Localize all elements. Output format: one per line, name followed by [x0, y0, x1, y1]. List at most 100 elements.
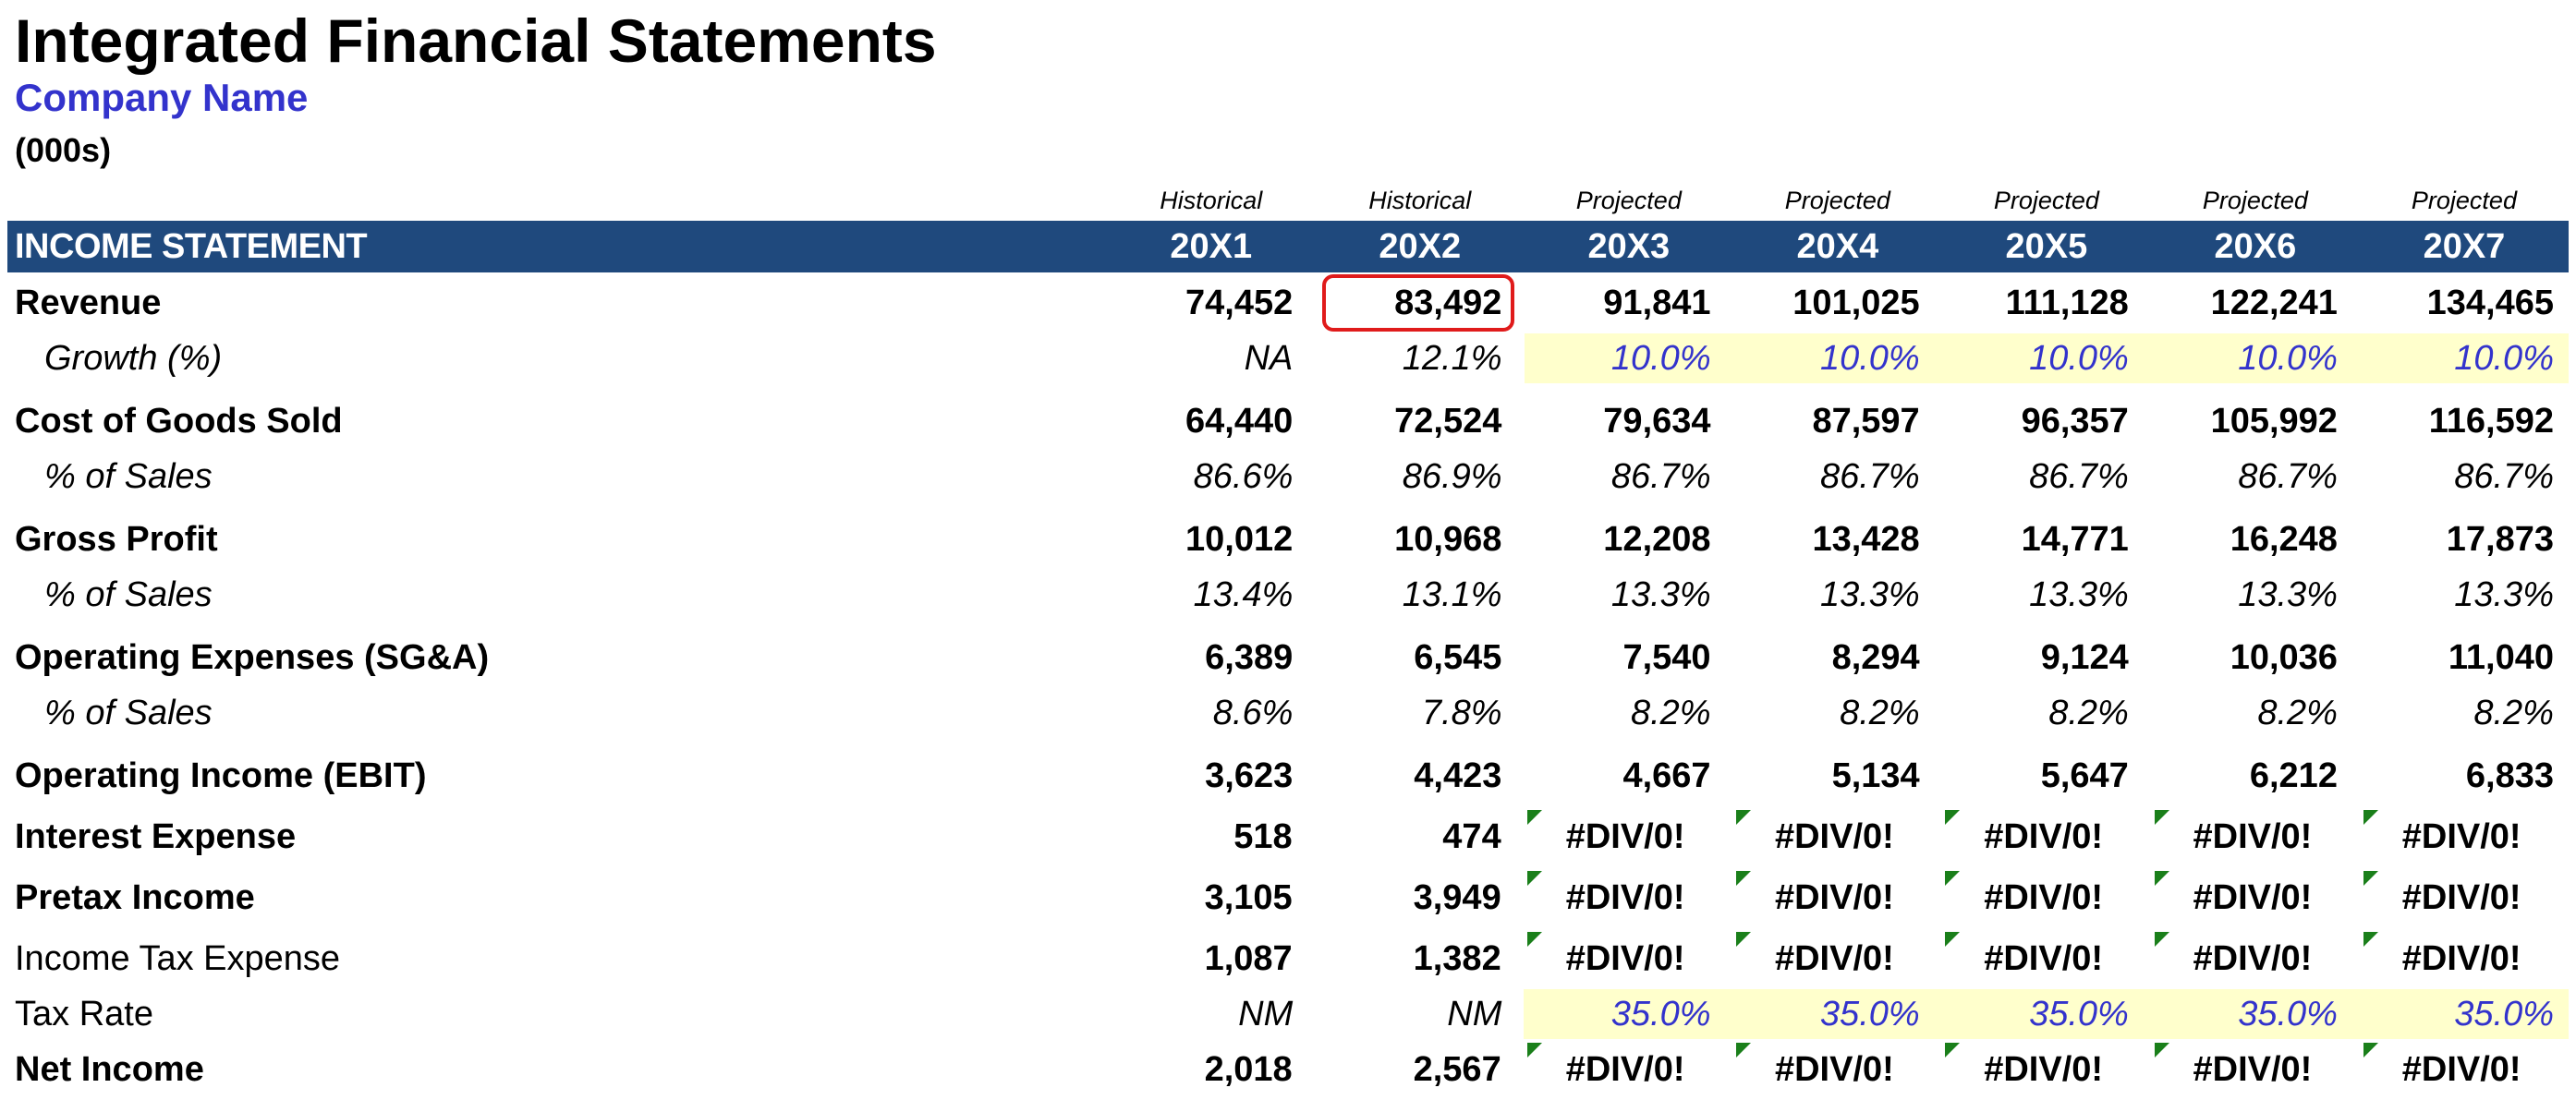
value-cell[interactable]: 4,423: [1414, 755, 1502, 795]
row-label[interactable]: Operating Expenses (SG&A): [15, 637, 490, 677]
year-header[interactable]: 20X5: [2005, 226, 2088, 266]
value-cell[interactable]: 105,992: [2210, 401, 2338, 441]
section-label[interactable]: INCOME STATEMENT: [15, 226, 368, 266]
value-cell[interactable]: 86.7%: [1819, 456, 1920, 496]
input-cell[interactable]: 10.0%: [2359, 333, 2569, 383]
value-cell[interactable]: 72,524: [1394, 401, 1502, 441]
value-cell[interactable]: 8.2%: [1840, 693, 1920, 732]
value-cell[interactable]: 11,040: [2448, 637, 2555, 677]
row-label[interactable]: Pretax Income: [15, 877, 255, 917]
value-cell[interactable]: 1,087: [1204, 938, 1293, 978]
period-type-cell[interactable]: Projected: [1993, 186, 2099, 214]
value-cell[interactable]: 13.3%: [1819, 574, 1920, 614]
value-cell[interactable]: 122,241: [2210, 283, 2338, 322]
input-cell[interactable]: 35.0%: [1941, 989, 2151, 1039]
period-type-cell[interactable]: Historical: [1160, 186, 1263, 214]
period-type-cell[interactable]: Projected: [2202, 186, 2308, 214]
value-cell[interactable]: 10,968: [1394, 519, 1502, 559]
value-cell[interactable]: 10,036: [2230, 637, 2338, 677]
row-label[interactable]: Net Income: [15, 1049, 204, 1089]
value-cell[interactable]: 91,841: [1603, 283, 1711, 322]
error-cell[interactable]: #DIV/0!: [1941, 928, 2150, 989]
error-cell[interactable]: #DIV/0!: [1732, 928, 1941, 989]
error-cell[interactable]: #DIV/0!: [2151, 928, 2360, 989]
value-cell[interactable]: NM: [1238, 994, 1294, 1033]
value-cell[interactable]: 1,382: [1413, 938, 1501, 978]
value-cell[interactable]: 86.7%: [1610, 456, 1711, 496]
value-cell[interactable]: 6,833: [2465, 755, 2555, 795]
value-cell[interactable]: 16,248: [2230, 519, 2338, 559]
year-header[interactable]: 20X7: [2423, 226, 2506, 266]
error-cell[interactable]: #DIV/0!: [2360, 806, 2569, 867]
value-cell[interactable]: 5,134: [1831, 755, 1920, 795]
value-cell[interactable]: 64,440: [1185, 401, 1294, 441]
error-cell[interactable]: #DIV/0!: [2151, 867, 2360, 928]
value-cell[interactable]: 8.2%: [1630, 693, 1711, 732]
value-cell[interactable]: 12.1%: [1402, 338, 1502, 378]
input-cell[interactable]: 35.0%: [2359, 989, 2570, 1039]
value-cell[interactable]: 474: [1442, 816, 1501, 856]
value-cell[interactable]: 10,012: [1185, 519, 1294, 559]
value-cell[interactable]: 17,873: [2446, 519, 2555, 559]
error-cell[interactable]: #DIV/0!: [1524, 806, 1732, 867]
value-cell[interactable]: 6,545: [1414, 637, 1502, 677]
year-header[interactable]: 20X1: [1170, 226, 1253, 266]
error-cell[interactable]: #DIV/0!: [1941, 1039, 2150, 1100]
value-cell[interactable]: 2,567: [1413, 1049, 1501, 1089]
value-cell[interactable]: 111,128: [2005, 283, 2129, 322]
value-cell[interactable]: 86.7%: [2454, 456, 2554, 496]
value-cell[interactable]: 7,540: [1622, 637, 1711, 677]
error-cell[interactable]: #DIV/0!: [2360, 867, 2569, 928]
input-cell[interactable]: 10.0%: [1941, 333, 2151, 383]
value-cell[interactable]: 79,634: [1603, 401, 1711, 441]
error-cell[interactable]: #DIV/0!: [1732, 867, 1941, 928]
value-cell[interactable]: 13.3%: [2238, 574, 2338, 614]
value-cell[interactable]: 134,465: [2426, 283, 2555, 322]
value-cell[interactable]: 13.3%: [1610, 574, 1711, 614]
period-type-cell[interactable]: Projected: [1784, 186, 1890, 214]
value-cell[interactable]: 87,597: [1812, 401, 1920, 441]
value-cell[interactable]: 4,667: [1622, 755, 1711, 795]
value-cell[interactable]: 8.2%: [2257, 693, 2338, 732]
value-cell[interactable]: 96,357: [2021, 401, 2129, 441]
error-cell[interactable]: #DIV/0!: [2360, 1039, 2569, 1100]
value-cell[interactable]: 14,771: [2021, 519, 2129, 559]
value-cell[interactable]: 2,018: [1204, 1049, 1293, 1089]
row-label[interactable]: Tax Rate: [15, 994, 153, 1033]
value-cell[interactable]: 6,389: [1205, 637, 1294, 677]
value-cell[interactable]: 8,294: [1831, 637, 1920, 677]
row-label[interactable]: Growth (%): [44, 338, 223, 378]
input-cell[interactable]: 35.0%: [1732, 989, 1942, 1039]
error-cell[interactable]: #DIV/0!: [2151, 1039, 2360, 1100]
input-cell[interactable]: 10.0%: [1524, 333, 1733, 383]
company-name[interactable]: Company Name: [15, 76, 309, 119]
year-header[interactable]: 20X2: [1379, 226, 1462, 266]
row-label[interactable]: % of Sales: [44, 456, 213, 496]
value-cell[interactable]: 74,452: [1185, 283, 1294, 322]
value-cell[interactable]: NM: [1447, 994, 1502, 1033]
row-label[interactable]: Gross Profit: [15, 519, 218, 559]
value-cell[interactable]: 6,212: [2249, 755, 2338, 795]
value-cell[interactable]: 13.1%: [1402, 574, 1502, 614]
error-cell[interactable]: #DIV/0!: [1524, 1039, 1732, 1100]
year-header[interactable]: 20X6: [2214, 226, 2297, 266]
error-cell[interactable]: #DIV/0!: [1524, 928, 1732, 989]
value-cell[interactable]: 116,592: [2428, 401, 2555, 441]
error-cell[interactable]: #DIV/0!: [2151, 806, 2360, 867]
year-header[interactable]: 20X3: [1587, 226, 1671, 266]
value-cell[interactable]: 101,025: [1792, 283, 1920, 322]
row-label[interactable]: % of Sales: [44, 574, 213, 614]
value-cell[interactable]: 518: [1233, 816, 1293, 856]
period-type-cell[interactable]: Projected: [1575, 186, 1682, 214]
error-cell[interactable]: #DIV/0!: [1524, 867, 1732, 928]
error-cell[interactable]: #DIV/0!: [2360, 928, 2569, 989]
value-cell[interactable]: 9,124: [2040, 637, 2129, 677]
value-cell[interactable]: 13,428: [1812, 519, 1920, 559]
row-label[interactable]: Revenue: [15, 283, 162, 322]
input-cell[interactable]: 10.0%: [1732, 333, 1942, 383]
value-cell[interactable]: 3,949: [1413, 877, 1501, 917]
value-cell-selected[interactable]: 83,492: [1315, 272, 1524, 333]
period-type-cell[interactable]: Projected: [2411, 186, 2517, 214]
row-label[interactable]: Interest Expense: [15, 816, 297, 856]
row-label[interactable]: % of Sales: [44, 693, 213, 732]
